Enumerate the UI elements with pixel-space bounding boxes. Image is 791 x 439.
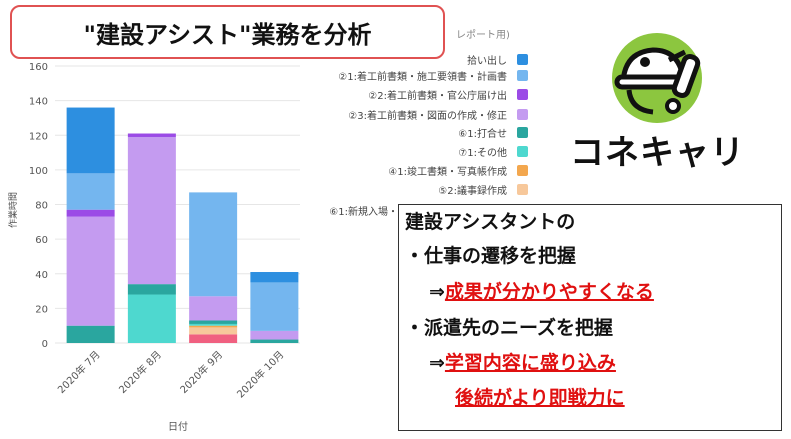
bar-segment[interactable] [250, 272, 299, 283]
y-tick-label: 40 [35, 270, 48, 281]
legend-item[interactable]: ②2:着工前書類・官公庁届け出 [368, 87, 528, 102]
bar-segment[interactable] [127, 136, 176, 285]
bar-segment[interactable] [250, 282, 299, 331]
bar-series [66, 107, 299, 343]
y-tick-label: 60 [35, 235, 48, 246]
legend-label: ②3:着工前書類・図面の作成・修正 [348, 110, 507, 122]
arrow-glyph: ⇒ [429, 281, 445, 303]
y-tick-label: 80 [35, 201, 48, 212]
legend-swatch [517, 164, 528, 176]
bar-segment[interactable] [189, 334, 238, 343]
legend-swatch [517, 126, 528, 138]
note-line: ⇒成果が分かりやすくなる [429, 277, 654, 304]
legend-label: ⑥1:打合せ [458, 128, 507, 140]
y-tick-label: 100 [29, 166, 48, 177]
legend-item[interactable]: ⑦1:その他 [458, 144, 528, 159]
bar-segment[interactable] [127, 294, 176, 343]
y-tick-label: 120 [29, 131, 48, 142]
bar-segment[interactable] [66, 216, 115, 326]
bar-segment[interactable] [127, 284, 176, 295]
bar-segment[interactable] [66, 325, 115, 343]
legend-label: 拾い出し [467, 55, 507, 67]
legend-header-fragment: レポート用) [456, 30, 510, 41]
legend-item[interactable]: 拾い出し [467, 52, 528, 67]
x-tick-label: 2020年 7月 [55, 348, 103, 396]
x-tick-label: 2020年 8月 [116, 348, 164, 396]
legend-item[interactable]: ⑤2:議事録作成 [438, 182, 528, 197]
bar-segment[interactable] [66, 173, 115, 210]
arrow-glyph: ⇒ [429, 352, 445, 374]
logo [612, 33, 702, 123]
note-highlight: 後続がより即戦力に [455, 387, 625, 409]
note-heading: 建設アシスタントの [405, 211, 576, 233]
legend-label: ④1:竣工書類・写真帳作成 [388, 166, 507, 178]
legend-label: ⑦1:その他 [458, 147, 507, 159]
legend-item[interactable]: ⑥1:新規入場・ク [329, 203, 408, 218]
legend-label: ⑥1:新規入場・ク [329, 206, 408, 218]
legend-swatch [517, 69, 528, 81]
legend-item[interactable]: ②1:着工前書類・施工要領書・計画書 [338, 68, 528, 83]
legend-swatch [517, 145, 528, 157]
x-axis-ticks: 2020年 7月 2020年 8月 2020年 9月 2020年 10月 [55, 348, 287, 401]
note-line: ・派遣先のニーズを把握 [405, 317, 614, 339]
bar-segment[interactable] [189, 296, 238, 321]
note-highlight: 学習内容に盛り込み [444, 352, 616, 374]
y-tick-label: 0 [42, 339, 48, 350]
bar-segment[interactable] [189, 192, 238, 297]
note-highlight: 成果が分かりやすくなる [444, 281, 654, 303]
bar-segment[interactable] [189, 325, 238, 328]
x-tick-label: 2020年 10月 [234, 348, 287, 401]
y-tick-label: 20 [35, 304, 48, 315]
bar-segment[interactable] [127, 133, 176, 137]
bar-segment[interactable] [66, 107, 115, 174]
summary-note: 建設アシスタントの ・仕事の遷移を把握 ⇒成果が分かりやすくなる ・派遣先のニー… [398, 204, 782, 431]
legend-swatch [517, 183, 528, 195]
legend-label: ⑤2:議事録作成 [438, 185, 507, 197]
legend-swatch [517, 88, 528, 100]
y-tick-label: 140 [29, 97, 48, 108]
helmet-mascot-icon [612, 33, 702, 123]
note-line: 後続がより即戦力に [455, 383, 625, 410]
x-axis-label: 日付 [168, 420, 188, 433]
legend-swatch [517, 108, 528, 120]
bar-segment[interactable] [250, 339, 299, 343]
legend-label: ②2:着工前書類・官公庁届け出 [368, 90, 507, 102]
x-tick-label: 2020年 9月 [177, 348, 225, 396]
note-line: ・仕事の遷移を把握 [405, 245, 577, 267]
legend-label: ②1:着工前書類・施工要領書・計画書 [338, 71, 507, 83]
bar-segment[interactable] [250, 330, 299, 340]
legend-item[interactable]: ⑥1:打合せ [458, 125, 528, 140]
note-line: ⇒学習内容に盛り込み [429, 348, 616, 375]
legend-swatch [517, 53, 528, 65]
bar-segment[interactable] [66, 209, 115, 217]
page-title: "建設アシスト"業務を分析 [10, 5, 445, 59]
y-axis-ticks: 0 20 40 60 80 100 120 140 160 [29, 62, 48, 350]
bar-segment[interactable] [189, 327, 238, 335]
y-axis-label: 作業時間 [7, 192, 19, 228]
y-tick-label: 160 [29, 62, 48, 73]
bar-segment[interactable] [189, 320, 238, 324]
legend-item[interactable]: ②3:着工前書類・図面の作成・修正 [348, 107, 528, 122]
logo-wordmark: コネキャリ [570, 133, 745, 173]
bar-segment[interactable] [189, 323, 238, 326]
legend-item[interactable]: ④1:竣工書類・写真帳作成 [388, 163, 528, 178]
